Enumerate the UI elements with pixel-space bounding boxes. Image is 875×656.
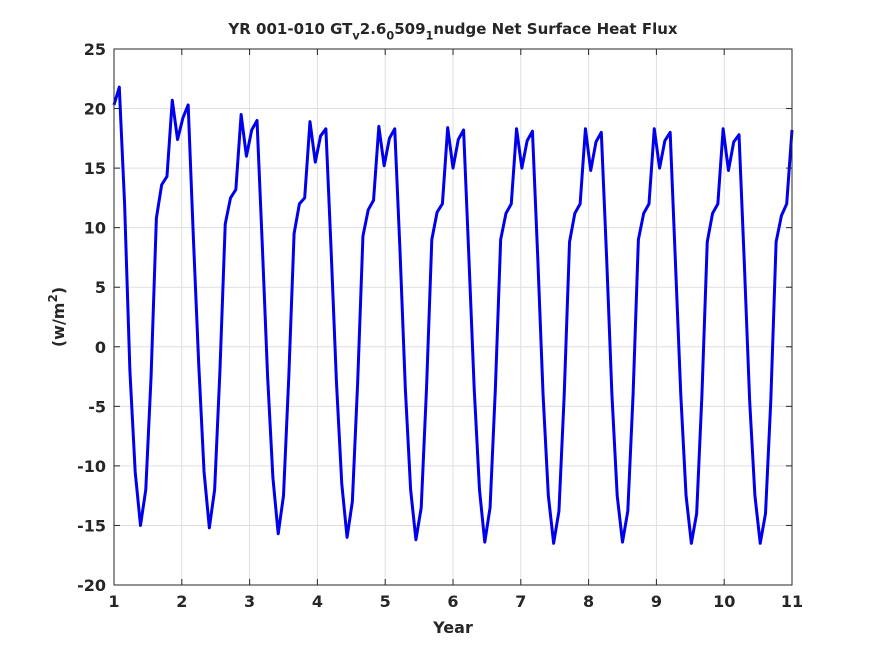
x-tick-label: 6 xyxy=(447,592,458,611)
y-tick-labels: -20 -15 -10 -5 0 5 10 15 20 25 xyxy=(77,40,106,595)
chart-title: YR 001-010 GTv2.605091nudge Net Surface … xyxy=(227,20,677,42)
y-axis-label: (w/m2) xyxy=(46,287,68,347)
x-tick-labels: 1 2 3 4 5 6 7 8 9 10 11 xyxy=(108,592,803,611)
y-tick-label: 25 xyxy=(84,40,106,59)
x-tick-label: 2 xyxy=(176,592,187,611)
x-tick-label: 11 xyxy=(781,592,803,611)
x-axis-label: Year xyxy=(432,618,473,637)
y-tick-label: -5 xyxy=(88,397,106,416)
x-tick-label: 1 xyxy=(108,592,119,611)
y-tick-label: -10 xyxy=(77,457,106,476)
x-tick-label: 4 xyxy=(312,592,323,611)
tick-marks xyxy=(113,48,793,586)
y-tick-label: 20 xyxy=(84,100,106,119)
x-tick-label: 9 xyxy=(651,592,662,611)
y-tick-label: -15 xyxy=(77,516,106,535)
x-tick-label: 3 xyxy=(244,592,255,611)
x-tick-label: 7 xyxy=(515,592,526,611)
series-lines xyxy=(112,85,794,545)
series-line-0 xyxy=(112,85,794,545)
y-tick-label: 15 xyxy=(84,159,106,178)
x-tick-label: 10 xyxy=(713,592,735,611)
x-tick-label: 8 xyxy=(583,592,594,611)
x-tick-label: 5 xyxy=(380,592,391,611)
y-tick-label: 0 xyxy=(95,338,106,357)
y-tick-label: 10 xyxy=(84,219,106,238)
y-tick-label: -20 xyxy=(77,576,106,595)
y-tick-label: 5 xyxy=(95,278,106,297)
